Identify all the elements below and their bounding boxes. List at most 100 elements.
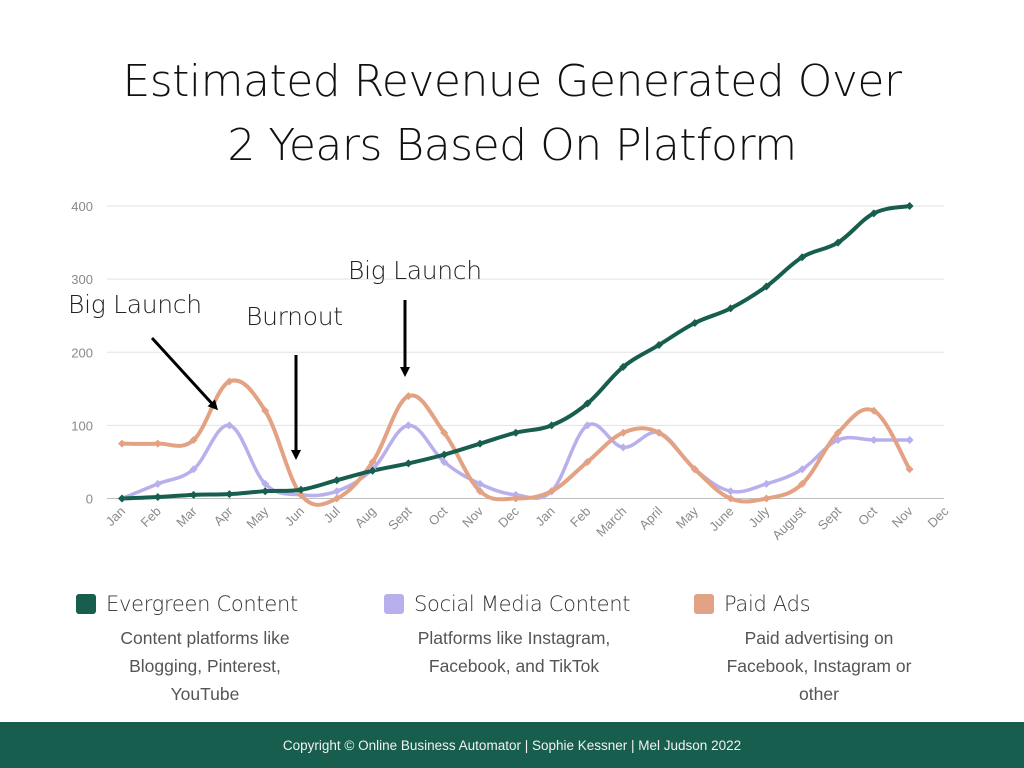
data-point-evergreen	[476, 439, 484, 448]
data-point-evergreen	[834, 238, 842, 247]
y-tick-label: 400	[71, 199, 93, 214]
legend-description-line: Platforms like Instagram,	[417, 628, 611, 648]
x-tick-label: Aug	[352, 504, 379, 531]
x-tick-label: April	[636, 503, 665, 532]
x-tick-label: August	[769, 503, 808, 542]
data-point-evergreen	[869, 209, 878, 218]
legend-description-line: Facebook, Instagram or	[726, 656, 912, 676]
data-point-evergreen	[655, 340, 663, 349]
x-tick-label: May	[243, 503, 271, 531]
data-point-paid	[690, 465, 699, 474]
x-tick-label: Jan	[103, 504, 128, 529]
data-point-paid	[404, 392, 413, 401]
legend-description-line: Content platforms like	[120, 628, 290, 648]
series-line-paid	[120, 378, 912, 507]
legend-swatch-social	[384, 594, 404, 614]
legend-description-social: Platforms like Instagram, Facebook, and …	[384, 624, 644, 680]
x-tick-label: Nov	[889, 503, 916, 530]
x-tick-label: Jul	[321, 503, 343, 525]
data-point-evergreen	[189, 490, 198, 499]
x-tick-label: Dec	[495, 503, 522, 530]
x-tick-label: Feb	[567, 504, 593, 530]
x-tick-label: Sept	[815, 503, 845, 533]
x-tick-label: Oct	[425, 503, 450, 528]
data-point-evergreen	[726, 304, 735, 313]
data-point-evergreen	[547, 421, 556, 430]
legend-label-evergreen: Evergreen Content	[106, 592, 298, 616]
legend-swatch-paid	[694, 594, 714, 614]
data-point-evergreen	[332, 476, 341, 485]
x-tick-label: May	[673, 503, 701, 531]
x-tick-label: Mar	[173, 503, 200, 530]
chart-title-line-1: Estimated Revenue Generated Over	[122, 56, 902, 107]
data-point-social	[834, 436, 842, 444]
x-tick-label: Jun	[282, 504, 307, 529]
data-point-evergreen	[619, 362, 628, 371]
data-point-evergreen	[583, 399, 592, 408]
data-point-paid	[368, 457, 377, 466]
data-point-evergreen	[153, 493, 162, 502]
data-point-paid	[726, 494, 735, 503]
arrow-big-launch-1	[150, 336, 219, 411]
legend-description-line: Blogging, Pinterest,	[129, 656, 281, 676]
data-point-paid	[440, 428, 449, 437]
data-point-evergreen	[905, 202, 914, 210]
data-point-paid	[153, 439, 162, 448]
y-tick-label: 100	[71, 418, 93, 433]
legend-description-line: other	[799, 684, 839, 704]
data-point-social	[619, 443, 628, 452]
y-tick-label: 300	[71, 272, 93, 287]
legend-swatch-evergreen	[76, 594, 96, 614]
data-point-social	[905, 436, 914, 444]
legend-item-paid: Paid Ads Paid advertising on Facebook, I…	[694, 592, 944, 708]
x-tick-label: Nov	[459, 503, 486, 530]
data-point-social	[476, 479, 484, 488]
data-point-paid	[798, 479, 807, 488]
data-point-social	[153, 479, 162, 488]
x-tick-label: June	[706, 504, 737, 535]
chart-title: Estimated Revenue Generated Over 2 Years…	[0, 50, 1024, 178]
data-point-paid	[869, 406, 878, 415]
x-tick-label: July	[746, 503, 773, 530]
data-point-paid	[189, 436, 198, 444]
annotation-burnout: Burnout	[246, 302, 343, 331]
data-point-evergreen	[261, 487, 270, 496]
legend-description-evergreen: Content platforms like Blogging, Pintere…	[76, 624, 334, 708]
data-point-evergreen	[511, 428, 520, 437]
legend-description-paid: Paid advertising on Facebook, Instagram …	[694, 624, 944, 708]
legend-description-line: YouTube	[170, 684, 240, 704]
data-point-paid	[261, 406, 270, 415]
legend-label-paid: Paid Ads	[724, 592, 811, 616]
legend-item-evergreen: Evergreen Content Content platforms like…	[76, 592, 334, 708]
data-point-evergreen	[762, 282, 771, 291]
data-point-evergreen	[404, 459, 413, 468]
x-tick-label: Oct	[855, 503, 880, 528]
x-tick-label: Dec	[925, 503, 952, 530]
footer-copyright: Copyright © Online Business Automator | …	[282, 737, 742, 753]
data-point-paid	[476, 487, 484, 496]
y-tick-label: 200	[71, 345, 93, 360]
data-point-social	[798, 465, 807, 474]
data-point-evergreen	[297, 485, 305, 494]
x-tick-label: Feb	[137, 504, 163, 530]
data-point-paid	[762, 494, 771, 503]
legend-label-social: Social Media Content	[414, 592, 631, 616]
legend-description-line: Paid advertising on	[744, 628, 894, 648]
x-tick-label: Apr	[211, 503, 236, 528]
data-point-evergreen	[225, 490, 234, 499]
data-point-paid	[511, 494, 520, 503]
data-point-paid	[118, 439, 126, 448]
data-point-social	[261, 479, 270, 488]
data-point-social	[440, 457, 449, 466]
data-point-social	[225, 421, 234, 430]
data-point-evergreen	[798, 253, 807, 262]
data-point-paid	[547, 487, 556, 496]
data-point-paid	[583, 457, 592, 466]
data-point-evergreen	[118, 494, 126, 503]
x-tick-label: Sept	[385, 503, 415, 533]
data-point-social	[583, 421, 592, 430]
data-point-social	[869, 436, 878, 444]
data-point-paid	[905, 465, 914, 474]
data-point-evergreen	[690, 319, 699, 327]
